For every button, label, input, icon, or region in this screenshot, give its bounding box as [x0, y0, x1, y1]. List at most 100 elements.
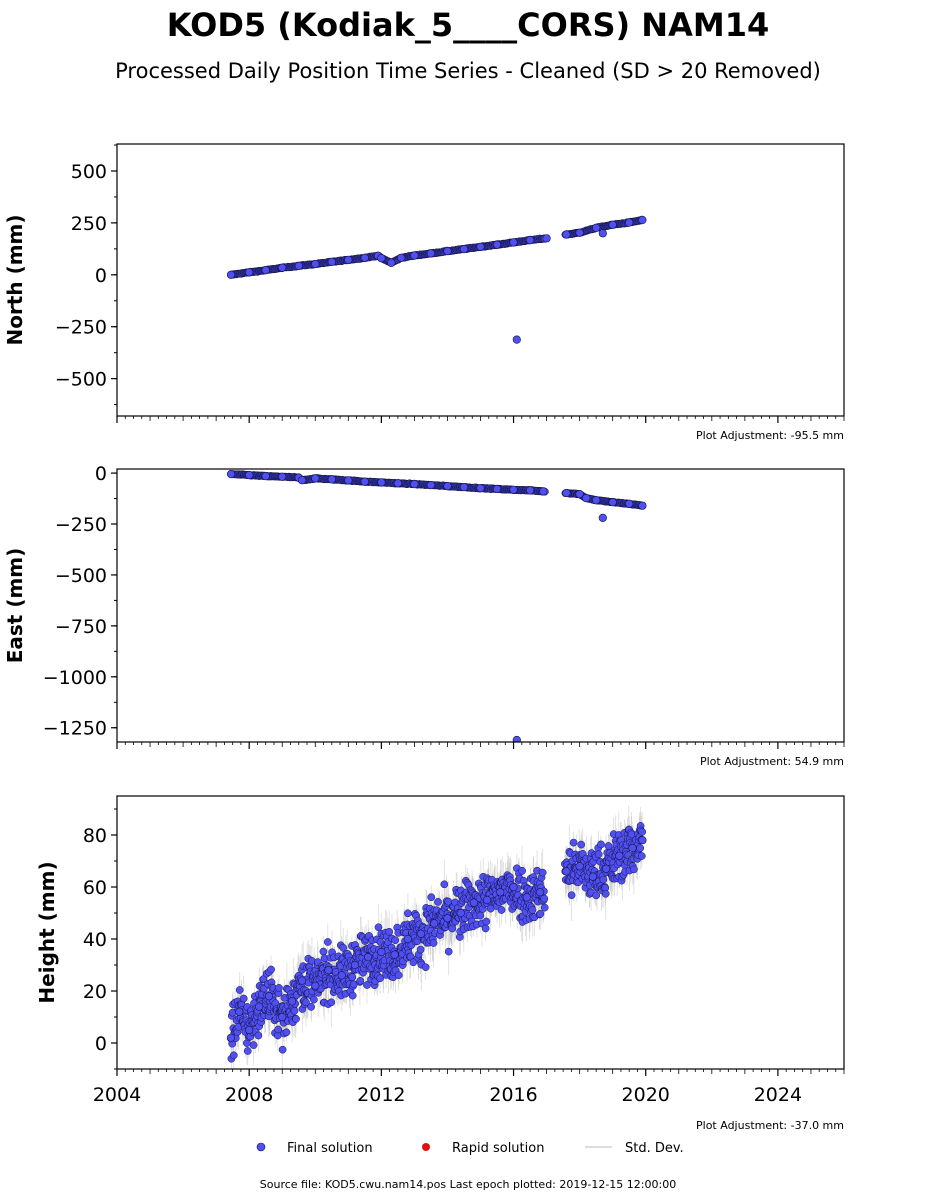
data-point — [311, 474, 320, 483]
data-point — [542, 234, 551, 243]
legend-final-label: Final solution — [287, 1141, 373, 1156]
data-point — [226, 470, 236, 479]
data-point — [226, 1033, 236, 1042]
data-point — [403, 934, 412, 944]
data-point — [608, 220, 617, 229]
height-plot-area — [226, 805, 647, 1069]
x-tick-label: 2004 — [93, 1084, 141, 1106]
data-point — [476, 242, 485, 251]
source-footer: Source file: KOD5.cwu.nam14.pos Last epo… — [260, 1178, 676, 1191]
data-point — [377, 254, 386, 263]
east-panel: 0 −250 −500 −750 −1000 −1250 East (mm) Plot Adj… — [3, 463, 845, 768]
data-point — [509, 238, 518, 247]
y-tick-label: 80 — [83, 825, 107, 847]
y-tick-label: 0 — [95, 1033, 107, 1055]
x-tick-label: 2012 — [357, 1084, 405, 1106]
east-plot-area — [226, 470, 647, 742]
data-point — [615, 851, 624, 860]
y-tick-label: −500 — [55, 369, 107, 391]
data-point — [582, 494, 591, 503]
data-point — [638, 501, 647, 510]
data-point — [360, 253, 369, 262]
x-tick-label: 2020 — [622, 1084, 670, 1106]
y-tick-label: 500 — [71, 161, 107, 183]
data-point — [525, 486, 535, 495]
data-point — [575, 490, 584, 499]
x-tick-label: 2016 — [489, 1084, 537, 1106]
data-point — [443, 482, 452, 491]
legend-final-marker — [256, 1142, 266, 1152]
data-point — [443, 247, 452, 256]
north-axes-frame — [116, 143, 845, 417]
data-point — [410, 251, 419, 260]
data-point — [575, 862, 584, 871]
data-point — [416, 929, 426, 938]
data-point — [337, 971, 346, 980]
data-point — [245, 268, 254, 277]
data-point — [492, 484, 502, 494]
data-point — [522, 893, 531, 902]
figure-subtitle: Processed Daily Position Time Series - C… — [115, 59, 821, 83]
data-point — [509, 882, 518, 892]
data-point — [539, 487, 548, 496]
data-point — [638, 215, 647, 225]
data-point — [443, 914, 452, 923]
data-point — [377, 947, 386, 957]
data-point — [492, 240, 502, 249]
data-point — [512, 335, 521, 344]
data-point — [311, 259, 320, 269]
data-point — [535, 888, 545, 897]
data-point — [601, 864, 611, 873]
panels: 500 250 0 −250 −500 North (mm) Plot Adjustment… — [3, 143, 845, 1132]
y-tick-label: 250 — [71, 213, 107, 235]
north-y-axis-label: North (mm) — [3, 214, 27, 345]
data-point — [327, 257, 336, 267]
y-tick-label: 20 — [83, 981, 107, 1003]
data-point — [509, 485, 518, 494]
north-panel: 500 250 0 −250 −500 North (mm) Plot Adjustment… — [3, 143, 845, 442]
data-point — [298, 976, 307, 985]
y-tick-label: −750 — [55, 616, 107, 638]
data-point — [512, 735, 521, 742]
north-plot-area — [226, 215, 647, 344]
data-point — [628, 843, 637, 853]
data-point — [278, 263, 287, 272]
data-point — [625, 499, 634, 508]
y-tick-label: 0 — [95, 463, 107, 485]
data-point — [294, 261, 303, 271]
data-point — [562, 230, 571, 239]
data-point — [278, 1012, 287, 1022]
y-tick-label: −1000 — [43, 667, 107, 689]
north-plot-adjustment: Plot Adjustment: -95.5 mm — [696, 429, 844, 442]
data-point — [469, 898, 479, 907]
y-tick-label: −1250 — [43, 718, 107, 740]
data-point — [344, 255, 353, 265]
y-tick-label: 40 — [83, 929, 107, 951]
x-tick-label: 2024 — [754, 1084, 802, 1106]
legend-rapid-marker — [422, 1143, 430, 1151]
data-point — [598, 513, 607, 523]
legend: Final solution Rapid solution Std. Dev. — [256, 1141, 684, 1156]
data-point — [245, 471, 254, 480]
data-point — [476, 484, 485, 493]
height-final-solution-points — [226, 822, 647, 1063]
y-tick-label: −250 — [55, 514, 107, 536]
east-plot-adjustment: Plot Adjustment: 54.9 mm — [700, 755, 844, 768]
data-point — [562, 867, 571, 876]
data-point — [592, 496, 601, 505]
data-point — [390, 950, 399, 959]
data-point — [393, 479, 403, 488]
data-point — [327, 475, 336, 484]
figure-title: KOD5 (Kodiak_5____CORS) NAM14 — [167, 6, 769, 44]
data-point — [360, 477, 369, 486]
data-point — [264, 992, 274, 1001]
data-point — [226, 270, 236, 279]
legend-rapid-label: Rapid solution — [452, 1141, 544, 1156]
data-point — [410, 480, 419, 489]
data-point — [592, 223, 601, 232]
data-point — [298, 476, 307, 485]
data-point — [562, 488, 571, 498]
x-tick-label: 2008 — [225, 1084, 273, 1106]
data-point — [288, 997, 297, 1006]
